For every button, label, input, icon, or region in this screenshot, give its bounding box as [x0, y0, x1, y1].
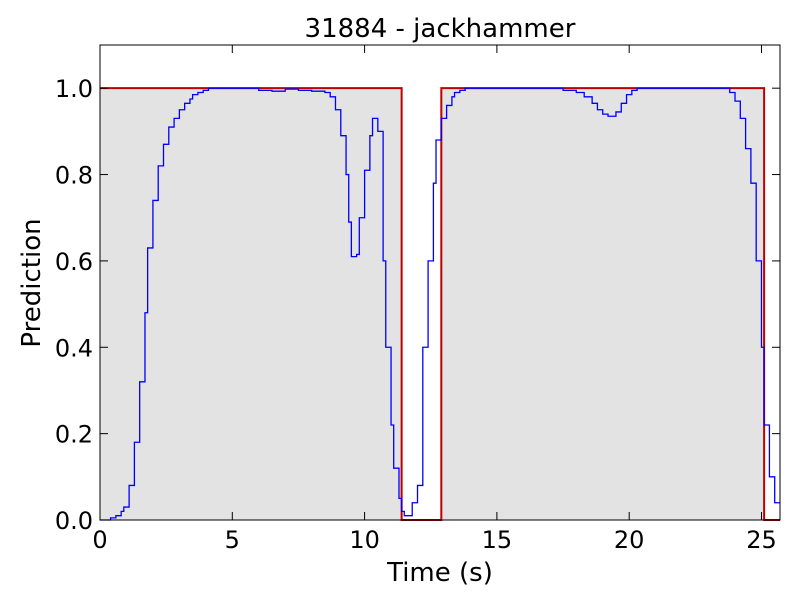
- chart-title: 31884 - jackhammer: [305, 14, 576, 44]
- axis-ticks: 0 5 10 15 20 25 0.0 0.2 0.4 0.6 0.8 1.0: [55, 45, 780, 554]
- y-tick-label: 0.6: [55, 248, 93, 276]
- x-tick-label: 25: [746, 526, 777, 554]
- y-tick-label: 0.4: [55, 334, 93, 362]
- event-region: [100, 88, 402, 520]
- x-tick-label: 10: [349, 526, 380, 554]
- x-tick-label: 15: [482, 526, 513, 554]
- axes-frame: [99, 44, 781, 521]
- ground-truth-line: [100, 87, 780, 521]
- y-tick-label: 0.0: [55, 507, 93, 535]
- event-region: [441, 88, 765, 520]
- prediction-line: [100, 87, 780, 521]
- x-tick-label: 5: [225, 526, 240, 554]
- y-axis-label: Prediction: [17, 218, 47, 347]
- x-tick-label: 0: [92, 526, 107, 554]
- y-tick-label: 1.0: [55, 75, 93, 103]
- y-tick-label: 0.2: [55, 421, 93, 449]
- y-tick-label: 0.8: [55, 162, 93, 190]
- x-tick-label: 20: [614, 526, 645, 554]
- plot-area: [99, 44, 781, 521]
- x-axis-label: Time (s): [386, 558, 493, 588]
